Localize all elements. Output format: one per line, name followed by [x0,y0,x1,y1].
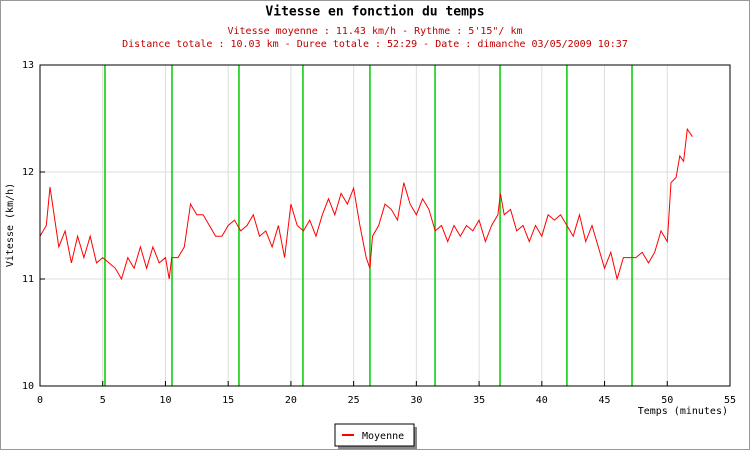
y-axis-label: Vitesse (km/h) [5,183,16,267]
x-tick-label: 40 [536,395,548,406]
x-tick-label: 35 [473,395,485,406]
chart-title: Vitesse en fonction du temps [265,5,484,20]
x-tick-label: 45 [599,395,611,406]
y-tick-label: 12 [22,167,34,178]
subtitle: Distance totale : 10.03 km - Duree total… [122,39,628,50]
legend-label: Moyenne [362,431,404,442]
plot-area [39,64,731,387]
plot-area [39,64,731,387]
x-tick-label: 15 [222,395,234,406]
x-tick-label: 20 [285,395,297,406]
data-line [39,127,693,281]
x-tick-label: 5 [100,395,106,406]
x-tick-label: 55 [724,395,736,406]
legend-box [334,423,415,447]
x-axis-label: Temps (minutes) [638,406,728,417]
y-tick-label: 13 [22,60,34,71]
y-tick-label: 10 [22,381,34,392]
y-tick-label: 11 [22,274,34,285]
x-tick-label: 10 [159,395,171,406]
legend: Moyenne [334,423,417,449]
x-tick-label: 25 [348,395,360,406]
x-tick-label: 0 [37,395,43,406]
subtitle: Vitesse moyenne : 11.43 km/h - Rythme : … [227,26,522,37]
x-tick-label: 30 [410,395,422,406]
x-tick-label: 50 [661,395,673,406]
